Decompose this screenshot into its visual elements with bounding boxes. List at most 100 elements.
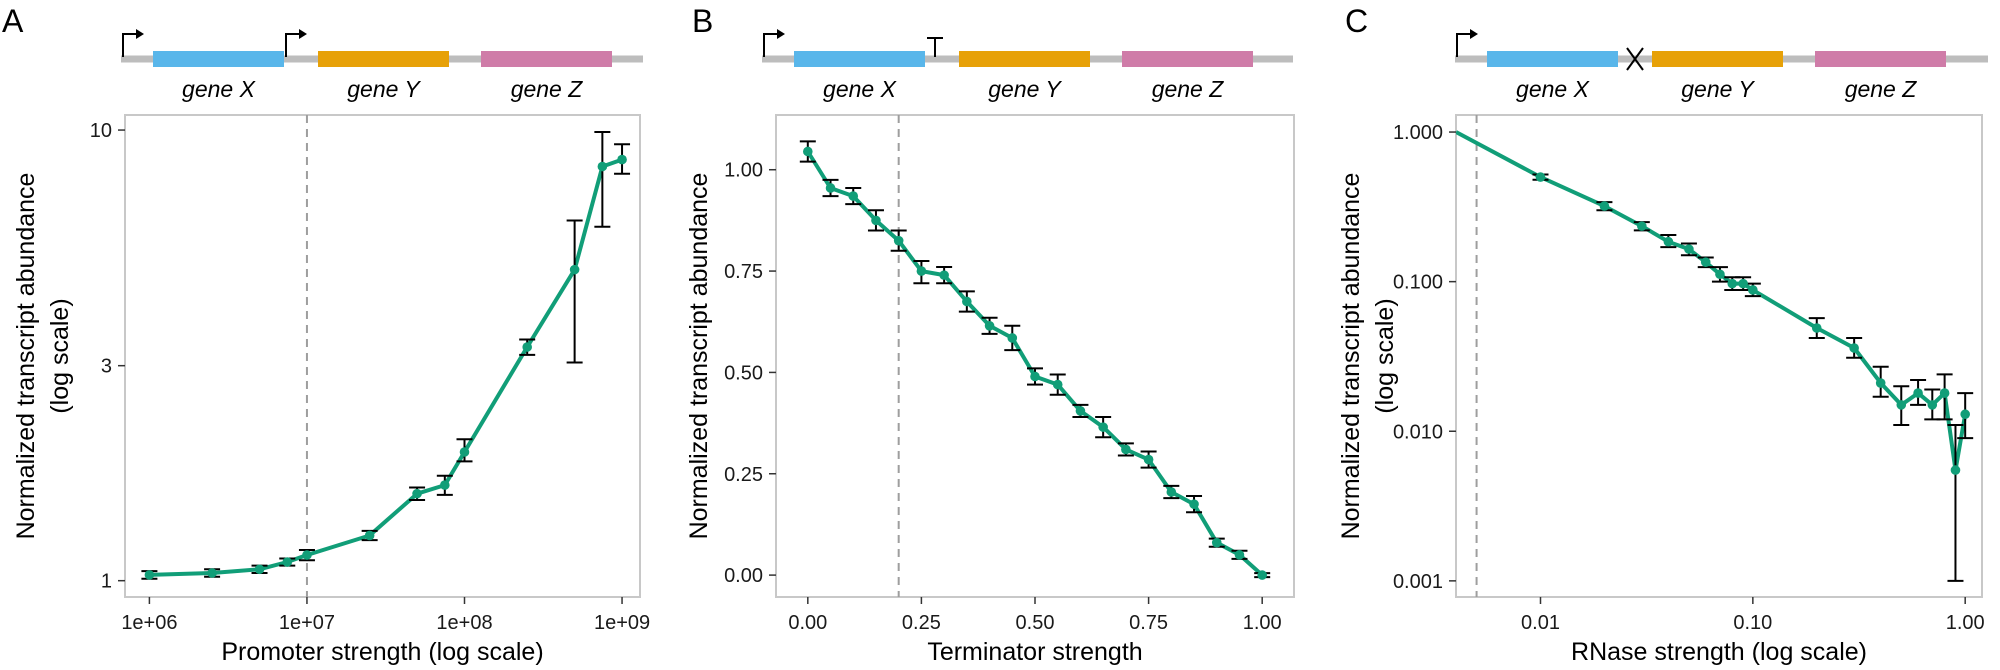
panel-letter: B <box>692 3 713 39</box>
gene-block <box>1652 51 1783 67</box>
data-point <box>569 264 580 275</box>
data-point <box>522 342 532 352</box>
y-tick-label: 0.25 <box>724 464 763 486</box>
x-tick-label: 0.25 <box>902 612 941 634</box>
y-axis-title-line: Normalized transcript abundance <box>12 173 40 540</box>
error-bar <box>1947 424 1964 582</box>
data-point <box>1166 487 1177 497</box>
data-point <box>1896 400 1907 410</box>
data-point <box>1738 278 1748 289</box>
y-axis-title-line: (log scale) <box>1371 298 1399 413</box>
gene-label: gene X <box>182 76 257 102</box>
data-point <box>1927 400 1938 410</box>
x-axis-title: Promoter strength (log scale) <box>221 638 543 666</box>
gene-label: gene Z <box>1152 76 1225 102</box>
gene-label: gene Y <box>988 76 1062 102</box>
series-line <box>149 157 623 577</box>
construct-diagram: gene X gene Y gene Z <box>121 29 643 102</box>
gene-label: gene X <box>1516 76 1591 102</box>
gene-label: gene Z <box>1845 76 1918 102</box>
error-bar <box>594 131 611 228</box>
construct-diagram: gene X gene Y gene Z <box>762 29 1293 102</box>
cleavage-site-icon <box>1626 47 1644 71</box>
data-point <box>1913 388 1923 398</box>
promoter-arrowhead-icon <box>777 29 785 39</box>
data-point <box>1535 172 1546 182</box>
gene-block <box>481 51 612 67</box>
data-point <box>254 564 265 575</box>
construct-diagram: gene X gene Y gene Z <box>1455 29 1988 102</box>
gene-block <box>1122 51 1253 67</box>
data-point <box>825 183 836 193</box>
data-point <box>1939 388 1950 398</box>
data-point <box>1599 201 1610 211</box>
data-point <box>440 480 450 490</box>
y-tick-label: 0.001 <box>1393 571 1443 593</box>
y-axis-title: Normalized transcript abundance (log scal… <box>12 173 74 540</box>
data-point <box>1715 269 1725 280</box>
x-tick-label: 1e+09 <box>594 612 650 634</box>
y-tick-label: 1.000 <box>1393 122 1443 144</box>
data-point <box>1007 333 1018 343</box>
y-tick-label: 0.75 <box>724 261 763 283</box>
data-point <box>1143 454 1154 465</box>
x-tick-label: 0.00 <box>788 612 827 634</box>
data-point <box>617 154 627 165</box>
y-tick-label: 0.50 <box>724 362 763 384</box>
x-tick-label: 0.50 <box>1016 612 1055 634</box>
data-point <box>1257 570 1267 580</box>
data-point <box>1030 371 1040 382</box>
y-tick-label: 1 <box>101 571 112 593</box>
promoter-icon <box>763 33 782 57</box>
y-tick-label: 0.010 <box>1393 421 1443 443</box>
terminator-icon <box>927 37 943 57</box>
y-tick-label: 0.100 <box>1393 272 1443 294</box>
error-bar <box>566 219 583 364</box>
data-point <box>1700 257 1711 267</box>
y-axis-title-line: (log scale) <box>46 298 74 413</box>
data-point <box>1211 537 1222 548</box>
data-point <box>1234 550 1245 560</box>
series-line <box>1456 130 1968 473</box>
y-tick-label: 0.00 <box>724 565 763 587</box>
data-point <box>412 488 422 499</box>
data-point <box>1727 278 1738 289</box>
gene-block <box>794 51 925 67</box>
data-point <box>1875 378 1886 388</box>
promoter-icon <box>1456 33 1475 57</box>
x-axis-title: Terminator strength <box>927 638 1142 666</box>
promoter-arrowhead-icon <box>1470 29 1478 39</box>
data-point <box>1950 465 1961 475</box>
y-tick-label: 10 <box>90 120 112 142</box>
y-tick-label: 3 <box>101 356 112 378</box>
data-point <box>207 568 217 578</box>
gene-label: gene Z <box>511 76 584 102</box>
panel-letter: A <box>2 3 24 39</box>
data-point <box>939 270 949 280</box>
data-point <box>1098 422 1108 432</box>
data-point <box>1960 409 1970 420</box>
data-point <box>1748 285 1758 295</box>
x-tick-label: 1.00 <box>1946 612 1985 634</box>
y-axis-title: Normalized transcript abundance (log scal… <box>1337 173 1399 540</box>
x-tick-label: 1.00 <box>1243 612 1282 634</box>
promoter-icon <box>285 33 304 57</box>
data-point <box>984 320 995 331</box>
data-point <box>597 161 608 172</box>
data-point <box>871 215 881 226</box>
x-tick-label: 0.10 <box>1733 612 1772 634</box>
data-point <box>1811 323 1822 333</box>
data-point <box>1075 406 1086 416</box>
promoter-arrowhead-icon <box>299 29 307 39</box>
x-tick-label: 0.75 <box>1129 612 1168 634</box>
data-point <box>1189 499 1199 509</box>
plot-frame <box>1455 114 1983 598</box>
gene-label: gene Y <box>1681 76 1755 102</box>
gene-block <box>959 51 1090 67</box>
x-tick-label: 0.01 <box>1521 612 1560 634</box>
gene-label: gene Y <box>347 76 421 102</box>
data-point <box>1849 343 1859 353</box>
